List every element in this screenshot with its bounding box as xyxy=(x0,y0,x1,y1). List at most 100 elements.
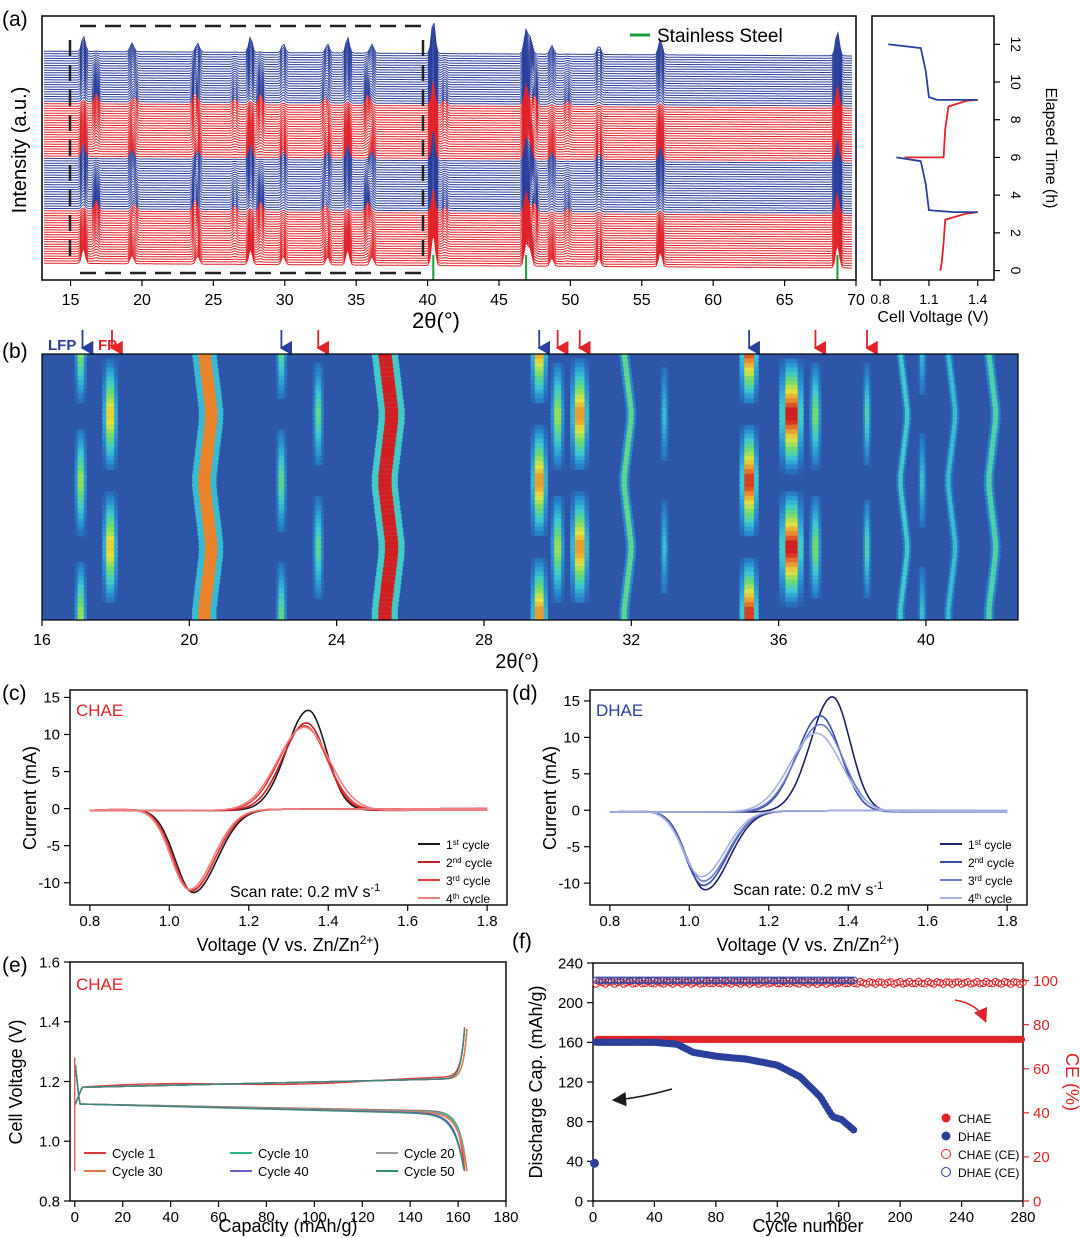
b-heat-band-core xyxy=(920,442,925,448)
f-x-tick-label: 120 xyxy=(765,1209,790,1226)
b-heat-band-core xyxy=(950,571,955,577)
b-heat-band-core xyxy=(623,495,629,501)
b-heat-band-core xyxy=(574,513,585,519)
b-heat-band-core xyxy=(947,491,952,497)
d-cycle-2-curve xyxy=(609,714,1008,887)
b-heat-band-core xyxy=(662,526,667,532)
b-heat-band-core xyxy=(278,513,285,519)
b-heat-band-core xyxy=(628,407,634,413)
b-heat-band-core xyxy=(662,535,667,541)
d-axes: 0.8 1.0 1.2 1.4 1.6 1.8 -10 -5 0 5 10 15 xyxy=(558,693,1017,930)
a-xrd-pattern xyxy=(44,228,852,262)
b-heat-band-core xyxy=(951,566,956,572)
b-heat-band-core xyxy=(662,424,667,430)
b-heat-band-core xyxy=(948,589,953,594)
b-heat-band-core xyxy=(947,597,952,603)
b-heat-band-core xyxy=(77,460,84,466)
b-heat-band-core xyxy=(864,544,870,550)
b-heat-band-core xyxy=(785,376,798,382)
b-heat-band-core xyxy=(744,354,754,359)
b-heat-band-core xyxy=(278,504,285,510)
b-heat-band-core xyxy=(554,380,562,386)
c-frame xyxy=(69,689,508,906)
b-heat-band-core xyxy=(315,531,322,537)
b-heat-band-core xyxy=(628,544,634,550)
b-heat-band-core xyxy=(662,575,667,581)
b-heat-band-core xyxy=(864,531,870,537)
b-heat-band-core xyxy=(988,500,994,506)
b-heatmap xyxy=(74,354,1001,621)
b-heat-band-core xyxy=(988,584,995,590)
b-heat-band-core xyxy=(920,509,925,515)
b-heat-band-core xyxy=(864,566,870,572)
b-heat-band-core xyxy=(898,473,903,479)
b-heat-band-core xyxy=(315,402,322,408)
b-heat-band-core xyxy=(278,571,285,577)
b-heat-band-core xyxy=(378,615,392,621)
b-heat-band-core xyxy=(785,429,798,435)
b-heat-band-core xyxy=(901,513,907,519)
b-heat-band-core xyxy=(662,566,667,572)
a-side-discharge-curve xyxy=(888,43,978,101)
b-heat-band-core xyxy=(315,456,322,461)
f-dhae-ce-point xyxy=(850,976,858,984)
b-heat-band-core xyxy=(864,518,870,523)
panel-label-c: (c) xyxy=(2,682,27,705)
b-heat-band-core xyxy=(991,566,997,572)
b-heat-band-core xyxy=(554,544,562,550)
a-side-ytick-label: 4 xyxy=(1008,191,1024,199)
b-heat-band-core xyxy=(864,451,870,457)
b-heat-band-core xyxy=(278,491,285,497)
b-heat-band-core xyxy=(384,544,399,550)
b-heat-band-core xyxy=(920,451,925,457)
b-heat-band-core xyxy=(574,402,585,408)
a-xrd-pattern xyxy=(44,176,852,207)
b-heat-band-core xyxy=(899,460,905,466)
b-heat-band-core xyxy=(623,367,629,373)
a-xrd-pattern xyxy=(44,86,852,116)
b-heat-band-core xyxy=(106,540,115,546)
b-heat-band-core xyxy=(382,518,396,523)
b-heat-band-core xyxy=(989,513,995,519)
b-heat-band-core xyxy=(628,553,634,559)
b-heat-band-core xyxy=(949,380,954,386)
b-heat-band-core xyxy=(902,571,907,577)
b-heat-band-core xyxy=(383,526,397,532)
b-heat-band-core xyxy=(534,580,544,586)
b-heat-band-core xyxy=(744,589,754,594)
d-legend-label: 3rd cycle xyxy=(968,874,1013,888)
b-heat-band-core xyxy=(378,473,392,479)
b-heat-band-core xyxy=(574,562,585,568)
b-heat-band-core xyxy=(904,557,909,563)
d-x-tick-label: 1.0 xyxy=(679,913,700,930)
b-heat-band-core xyxy=(554,393,562,399)
b-heat-band-core xyxy=(920,376,925,382)
a-side-discharge-curve xyxy=(896,156,978,213)
b-heat-band-core xyxy=(950,518,955,523)
b-heat-band-core xyxy=(77,442,84,448)
a-xrd-pattern xyxy=(44,195,852,226)
panel-label-e: (e) xyxy=(2,954,28,977)
b-heat-band-core xyxy=(554,433,562,439)
e-cycle-30-charge xyxy=(74,1028,468,1105)
b-heat-band-core xyxy=(315,420,322,426)
b-heat-band-core xyxy=(106,371,115,377)
b-heat-band-core xyxy=(785,385,798,390)
b-heat-band-core xyxy=(992,402,998,408)
b-heat-band-core xyxy=(554,402,562,408)
b-heat-band-core xyxy=(785,491,798,497)
b-heat-band-core xyxy=(904,549,910,555)
b-heat-band-core xyxy=(947,358,952,364)
b-fp-label: FP xyxy=(98,337,117,354)
b-heat-band-core xyxy=(952,544,958,550)
f-y-tick-label: 120 xyxy=(558,1074,583,1091)
a-xrd-pattern xyxy=(44,127,852,162)
b-heat-band-core xyxy=(77,495,84,501)
b-heat-band-core xyxy=(902,518,907,523)
b-heat-band-core xyxy=(662,589,667,594)
b-heat-band-core xyxy=(899,593,905,599)
f-dhae-ce-point xyxy=(847,976,855,984)
e-x-tick-label: 140 xyxy=(398,1209,423,1226)
b-heat-band-core xyxy=(662,367,667,373)
b-heat-band-core xyxy=(785,593,798,599)
